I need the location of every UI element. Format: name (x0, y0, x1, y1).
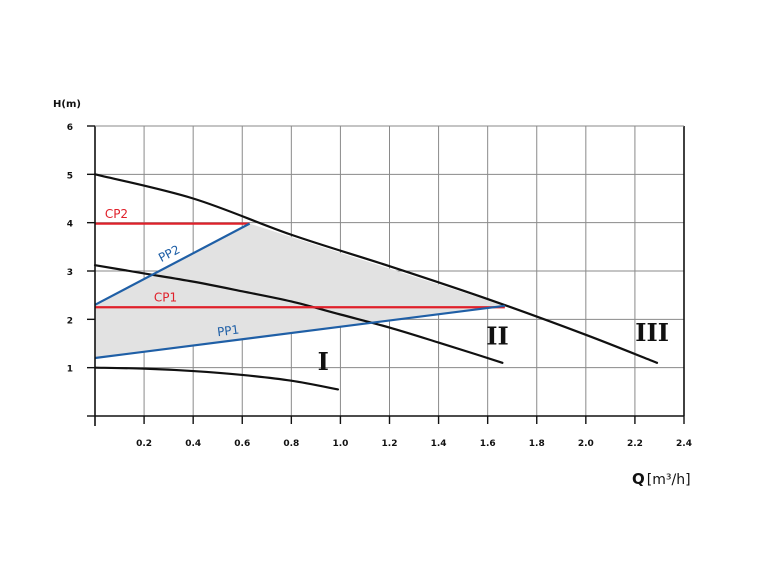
x-tick-label: 0.8 (283, 439, 299, 449)
x-tick-label: 1.2 (382, 439, 398, 449)
line-pp1 (94, 304, 505, 360)
label-pp1: PP1 (216, 323, 240, 340)
x-tick-label: 1.6 (480, 439, 496, 449)
x-tick-label: 2.0 (578, 439, 594, 449)
x-tick-label: 1.4 (431, 439, 447, 449)
pump-curve-label-III: III (635, 318, 669, 347)
label-cp1: CP1 (154, 290, 177, 304)
x-tick-label: 0.4 (185, 439, 201, 449)
y-tick-label: 2 (67, 316, 73, 326)
shaded-region (95, 223, 505, 358)
proportional-pressure-lines (94, 222, 505, 360)
x-tick-label: 0.6 (234, 439, 250, 449)
y-axis-label: H(m) (53, 99, 81, 110)
pump-curve-I (93, 366, 340, 391)
constant-pressure-lines (95, 222, 505, 309)
pump-curve-label-I: I (318, 347, 329, 376)
y-tick-label: 3 (67, 268, 73, 278)
operating-area (95, 223, 505, 358)
x-tick-label: 2.4 (676, 439, 692, 449)
x-axis-label: Q [m³/h] (632, 470, 691, 488)
x-tick-label: 1.0 (332, 439, 348, 449)
line-pp2 (94, 222, 251, 306)
x-tick-label: 2.2 (627, 439, 643, 449)
x-axis-label-main: Q (632, 470, 645, 488)
x-axis-label-unit: [m³/h] (647, 472, 691, 488)
y-tick-label: 6 (67, 123, 73, 133)
axes (87, 125, 685, 426)
y-tick-label: 4 (67, 220, 73, 230)
x-tick-label: 1.8 (529, 439, 545, 449)
label-cp2: CP2 (105, 207, 128, 221)
tick-labels: 0.2 0.4 0.6 0.8 1.0 1.2 1.4 1.6 1.8 2.0 2.2 2.4 1 2 3 4… (67, 123, 692, 449)
pump-curve-label-II: II (486, 321, 508, 350)
x-tick-label: 0.2 (136, 439, 152, 449)
y-tick-label: 1 (67, 365, 73, 375)
pump-curve-III (93, 173, 659, 364)
y-tick-label: 5 (67, 171, 73, 181)
